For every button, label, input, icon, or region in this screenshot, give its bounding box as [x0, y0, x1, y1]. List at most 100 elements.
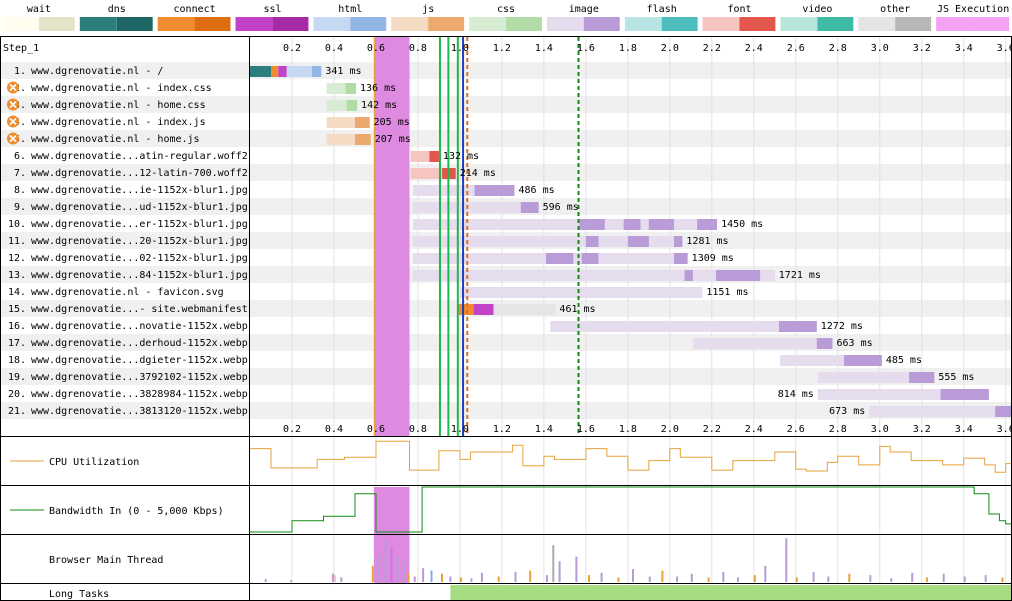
row-stripe — [0, 385, 1012, 402]
request-url: www.dgrenovatie.nl - index.css — [31, 83, 212, 94]
main-thread-activity-bar — [371, 565, 374, 582]
request-bar-segment — [674, 236, 683, 247]
row-stripe — [0, 96, 1012, 113]
request-url: www.dgrenovatie...ie-1152x-blur1.jpg — [31, 185, 248, 196]
cpu-utilization-line — [250, 440, 1012, 473]
main-thread-label: Browser Main Thread — [49, 555, 163, 566]
request-bar-segment — [579, 219, 605, 230]
long-tasks-label: Long Tasks — [49, 589, 109, 600]
request-bar-segment — [995, 406, 1012, 417]
main-thread-activity-bar — [690, 573, 693, 582]
main-thread-activity-bar — [514, 571, 517, 582]
request-number: 6. — [14, 151, 26, 162]
main-thread-activity-bar — [707, 577, 710, 582]
tick-label-top: 1.8 — [619, 43, 637, 54]
legend-swatch-dark — [194, 17, 231, 31]
request-duration-label: 486 ms — [518, 185, 554, 196]
main-thread-activity-bar — [869, 575, 872, 582]
request-duration-label: 596 ms — [543, 202, 579, 213]
request-bar-segment — [546, 253, 574, 264]
request-number: 16. — [8, 321, 26, 332]
request-url: www.dgrenovatie...20-1152x-blur1.jpg — [31, 236, 248, 247]
request-bar-segment — [355, 134, 371, 145]
main-thread-activity-bar — [407, 572, 410, 582]
request-bar-segment — [278, 66, 287, 77]
legend-swatch-dark — [428, 17, 465, 31]
request-url: www.dgrenovatie...dgieter-1152x.webp — [31, 355, 248, 366]
legend-label: css — [497, 4, 515, 15]
request-bar-segment — [410, 151, 439, 162]
request-number: 21. — [8, 406, 26, 417]
legend-swatch-light — [780, 17, 818, 31]
tick-label-top: 2.2 — [703, 43, 721, 54]
legend-swatch-light — [546, 17, 584, 31]
legend-swatch-light — [702, 17, 740, 31]
warning-icon-cross — [9, 100, 17, 109]
request-bar-segment — [581, 253, 599, 264]
main-thread-activity-bar — [925, 577, 928, 582]
main-thread-activity-bar — [661, 570, 664, 582]
tick-label-bottom: 0.2 — [283, 424, 301, 435]
metric-panels: CPU Utilization Bandwidth In (0 - 5,000 … — [10, 440, 1012, 601]
request-url: www.dgrenovatie...3813120-1152x.webp — [31, 406, 248, 417]
request-bar-segment — [940, 389, 989, 400]
request-bar-segment — [346, 100, 358, 111]
request-bar-segment — [869, 406, 1012, 417]
request-duration-label: 1151 ms — [706, 287, 748, 298]
legend-label: font — [727, 4, 751, 15]
tick-label-top: 3.6 — [997, 43, 1012, 54]
request-url: www.dgrenovatie.nl - / — [31, 66, 163, 77]
tick-label-bottom: 0.4 — [325, 424, 343, 435]
main-thread-activity-bar — [785, 538, 788, 582]
main-thread-activity-bar — [617, 577, 620, 582]
request-duration-label: 461 ms — [559, 304, 595, 315]
main-thread-activity-bar — [470, 578, 473, 582]
request-duration-label: 214 ms — [460, 168, 496, 179]
legend-label: image — [569, 4, 599, 15]
main-thread-activity-bar — [722, 571, 725, 582]
row-stripe — [0, 351, 1012, 368]
main-thread-activity-bar — [795, 577, 798, 582]
main-thread-activity-bar — [529, 570, 532, 582]
request-number: 1. — [14, 66, 26, 77]
tick-label-bottom: 2.4 — [745, 424, 763, 435]
request-number: 15. — [8, 304, 26, 315]
request-duration-label: 341 ms — [325, 66, 361, 77]
main-thread-activity-bar — [764, 565, 767, 582]
request-bar-segment — [412, 236, 683, 247]
request-url: www.dgrenovatie...12-latin-700.woff2 — [31, 168, 248, 179]
main-thread-activity-bar — [600, 572, 603, 582]
request-number: 20. — [8, 389, 26, 400]
tick-label-top: 2.8 — [829, 43, 847, 54]
main-thread-activity-bar — [384, 539, 387, 582]
tick-label-bottom: 2.6 — [787, 424, 805, 435]
request-duration-label: 142 ms — [361, 100, 397, 111]
request-number: 10. — [8, 219, 26, 230]
request-bar-segment — [286, 66, 322, 77]
request-bar-segment — [520, 202, 539, 213]
main-thread-activity-bar — [480, 572, 483, 582]
request-number: 13. — [8, 270, 26, 281]
request-bar-segment — [550, 321, 817, 332]
request-bar-segment — [844, 355, 882, 366]
request-bar-segment — [623, 219, 641, 230]
time-axis: Step_1 0.20.20.40.40.60.60.80.81.01.01.2… — [3, 43, 1012, 435]
row-stripe — [0, 79, 1012, 96]
legend-swatch-dark — [817, 17, 854, 31]
request-duration-label: 555 ms — [938, 372, 974, 383]
request-bar-segment — [585, 236, 599, 247]
tick-label-top: 2.0 — [661, 43, 679, 54]
legend-label: ssl — [263, 4, 281, 15]
request-duration-label: 1450 ms — [721, 219, 763, 230]
legend-swatch-light — [936, 17, 974, 31]
main-thread-activity-bar — [459, 577, 462, 582]
tick-label-bottom: 1.2 — [493, 424, 511, 435]
tick-label-bottom: 1.6 — [577, 424, 595, 435]
tick-label-bottom: 1.8 — [619, 424, 637, 435]
legend-label: js — [422, 4, 434, 15]
request-number: 5. — [14, 134, 26, 145]
tick-label-top: 1.0 — [451, 43, 469, 54]
tick-label-top: 3.4 — [955, 43, 973, 54]
warning-icon-cross — [9, 134, 17, 143]
request-url: www.dgrenovatie.nl - home.js — [31, 134, 200, 145]
